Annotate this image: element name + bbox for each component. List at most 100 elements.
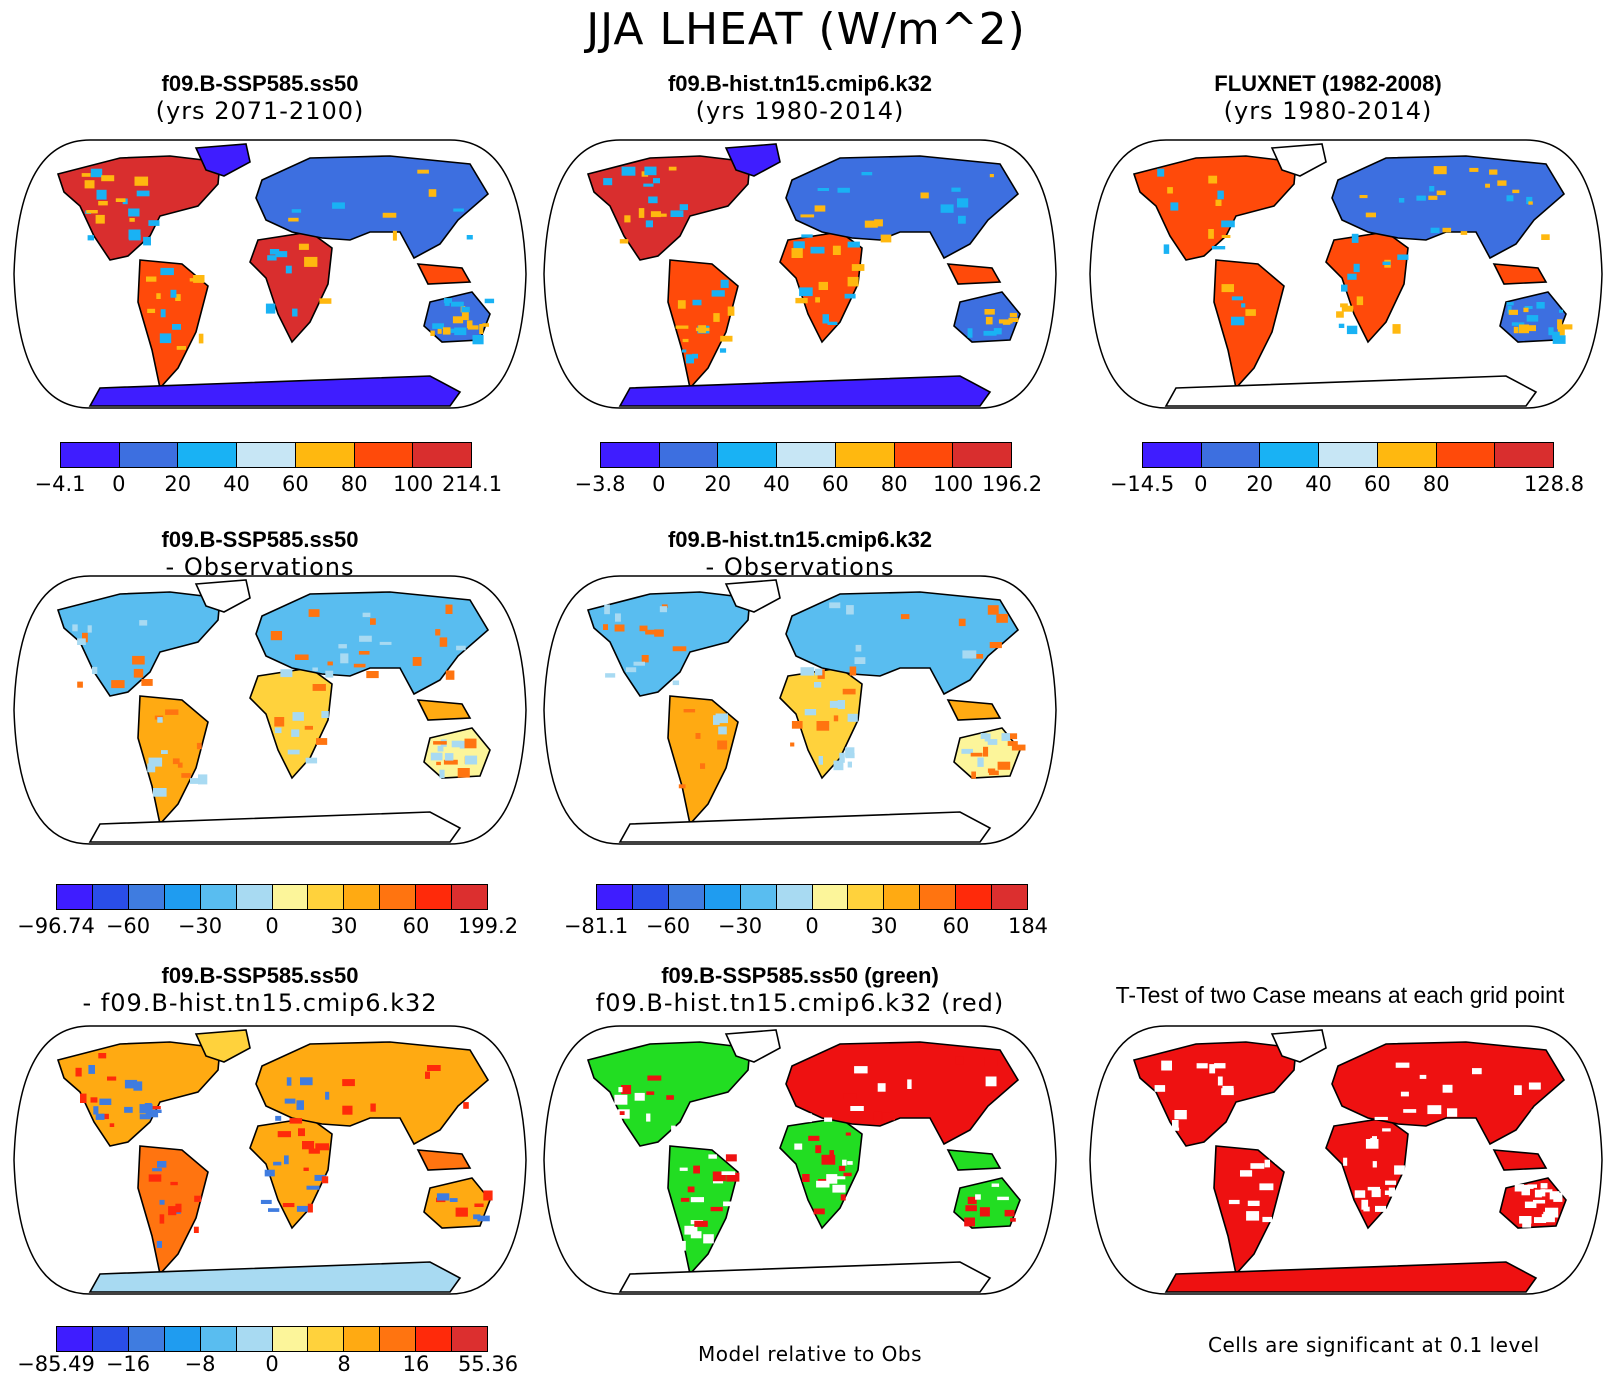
field-cell [298,1128,305,1137]
colorbar-tick-label: 0 [1194,472,1208,496]
field-cell [985,316,993,325]
field-cell [832,1184,846,1193]
field-cell [274,727,282,734]
field-cell [289,1118,303,1124]
colorbar-swatch [1143,443,1202,467]
field-cell [273,1161,282,1166]
field-cell [1247,1200,1260,1206]
field-cell [810,246,825,254]
colorbar-swatch [718,443,778,467]
field-cell [997,761,1011,770]
field-cell [977,757,984,767]
landmass-greenland [1270,143,1327,177]
field-cell [1359,195,1368,199]
colorbar-ticks: −81.1 −60 −30 0 30 60 184 [0,914,1612,944]
colorbar-swatch [884,885,921,909]
colorbar-swatch [178,443,238,467]
panel-title-line1: T-Test of two Case means at each grid po… [1115,982,1565,1008]
field-cell [829,602,841,609]
field-cell [802,1174,810,1182]
landmass-seasia [946,1149,1002,1171]
field-cell [1552,335,1566,344]
colorbar-swatch [848,885,885,909]
colorbar-swatch [236,1327,273,1351]
field-cell [464,755,478,765]
field-cell [1400,1091,1409,1097]
field-cell [95,1113,105,1120]
colorbar-swatch [200,1327,237,1351]
field-cell [1161,1060,1172,1071]
field-cell [638,208,645,218]
field-cell [854,1066,868,1074]
colorbar-swatch [632,885,669,909]
field-cell [843,1172,852,1177]
field-cell [843,1093,857,1099]
field-cell [296,1205,311,1212]
field-cell [134,176,149,186]
field-cell [442,327,451,335]
field-cell [1430,227,1440,234]
map-green-red [543,1025,1057,1295]
colorbar-swatch [601,443,660,467]
field-cell [274,717,285,727]
field-cell [382,212,397,218]
field-cell [677,300,686,309]
colorbar-tick-label: 196.2 [981,472,1043,496]
field-cell [437,745,444,752]
field-cell [157,1161,167,1168]
field-cell [1221,235,1231,238]
field-cell [646,1091,655,1095]
field-cell [1552,331,1560,339]
field-cell [855,644,862,652]
field-cell [1526,196,1533,205]
landmass-seasia [946,263,1002,285]
field-cell [692,353,698,359]
field-cell [1374,1116,1388,1120]
field-cell [1363,1206,1370,1212]
field-cell [725,1154,737,1162]
map-frame [543,575,1057,845]
field-cell [170,289,177,298]
field-cell [466,235,473,240]
field-cell [143,236,151,246]
field-cell [287,749,300,755]
colorbar-swatch [668,885,705,909]
landmass-antarctica [618,375,992,407]
colorbar-tick-label: 60 [282,472,309,496]
field-cell [286,1077,292,1086]
field-cell [679,204,688,211]
field-cell [1521,1186,1530,1196]
field-cell [1338,323,1345,328]
field-cell [1531,1109,1541,1115]
panel-title-green-red: f09.B-SSP585.ss50 (green) f09.B-hist.tn1… [540,962,1060,1017]
field-cell [791,1201,801,1210]
field-cell [827,321,838,325]
field-cell [1001,733,1010,741]
field-cell [1346,325,1358,335]
landmass-samerica [1213,1145,1285,1276]
field-cell [275,1115,282,1121]
field-cell [304,725,313,730]
field-cell [683,709,696,713]
field-cell [692,299,702,306]
field-cell [449,1198,458,1202]
field-cell [1526,315,1539,322]
field-cell [1460,231,1468,235]
field-cell [873,1111,882,1121]
field-cell [1541,1214,1555,1223]
field-cell [1489,169,1498,175]
field-cell [445,670,455,680]
field-cell [817,188,829,191]
field-cell [1149,1105,1161,1112]
field-cell [1524,1201,1537,1208]
colorbar-tick-label: 214.1 [441,472,503,496]
field-cell [96,189,107,200]
field-cell [647,1075,662,1081]
field-cell [694,1220,708,1227]
field-cell [196,742,202,750]
field-texture [72,604,478,797]
colorbar-swatch [452,1327,488,1351]
field-cell [1534,1189,1542,1198]
landmass-seasia [946,699,1002,721]
panel-title-hist: f09.B-hist.tn15.cmip6.k32 (yrs 1980-2014… [540,70,1060,125]
